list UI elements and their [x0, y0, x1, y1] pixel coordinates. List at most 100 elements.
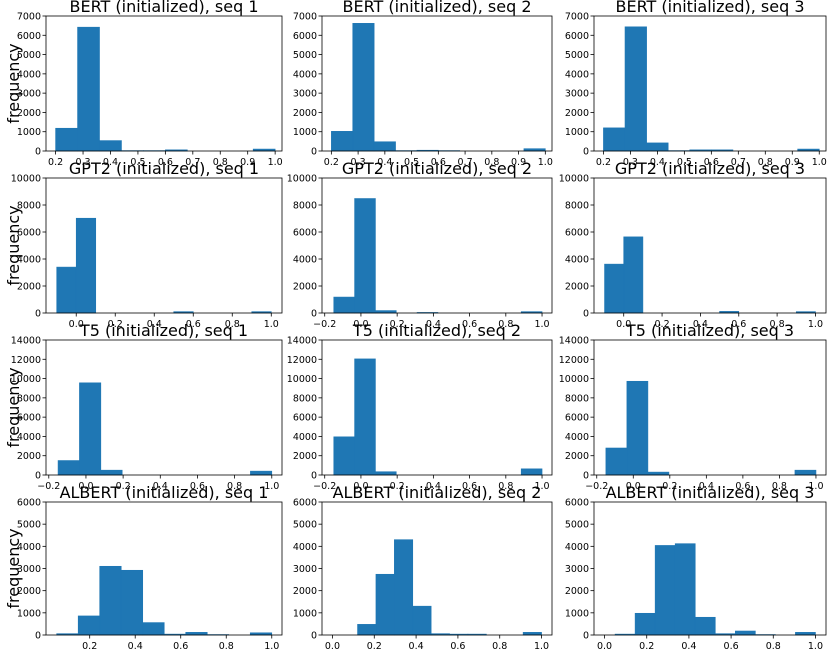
x-tick-label: 0.9 — [785, 157, 800, 168]
y-tick-label: 0 — [35, 147, 41, 158]
y-tick-label: 4000 — [17, 542, 41, 553]
axes-frame — [593, 177, 827, 314]
x-tick-label: 0.8 — [219, 641, 234, 650]
subplot-12: ALBERT (initialized), seq 30.0 0.2 0.4 0.6 0… — [565, 483, 827, 650]
y-tick-label: 2000 — [565, 451, 589, 462]
subplot-title: T5 (initialized), seq 2 — [352, 321, 521, 340]
x-tick-label: 0.6 — [431, 157, 446, 168]
y-tick-label: 2000 — [293, 586, 317, 597]
x-tick-label: 1.0 — [808, 641, 823, 650]
x-tick-label: 1.0 — [264, 481, 279, 492]
x-tick-label: 0.0 — [353, 481, 368, 492]
subplot-11: ALBERT (initialized), seq 20.0 0.2 0.4 0.6 0… — [293, 483, 553, 650]
axes-frame — [45, 15, 283, 152]
y-tick-label: 6000 — [565, 498, 589, 509]
bar — [99, 565, 122, 636]
x-tick-label: 0.2 — [116, 481, 131, 492]
x-tick-label: 0.0 — [597, 641, 612, 650]
y-tick-label: 8000 — [17, 201, 41, 212]
bar — [354, 358, 376, 476]
x-tick-label: 0.2 — [596, 157, 611, 168]
y-tick-label: 4000 — [17, 69, 41, 80]
bar — [794, 469, 817, 476]
subplot-title: BERT (initialized), seq 3 — [616, 0, 805, 16]
y-tick-label: 4000 — [565, 542, 589, 553]
x-tick-label: 0.4 — [681, 641, 696, 650]
bar — [354, 198, 376, 314]
bar — [99, 140, 122, 152]
subplot-1: BERT (initialized), seq 1 0.2 0.3 0.4 0.5 0.6… — [4, 0, 283, 168]
bar — [604, 263, 625, 314]
x-tick-label: 0.6 — [462, 481, 477, 492]
x-tick-label: 0.2 — [390, 481, 405, 492]
x-tick-label: 0.4 — [650, 157, 665, 168]
y-tick-label: 7000 — [565, 12, 589, 23]
y-tick-label: 0 — [35, 471, 41, 482]
y-tick-label: 3000 — [293, 564, 317, 575]
y-tick-label: 0 — [311, 309, 317, 320]
bar — [520, 468, 543, 476]
x-tick-label: 0.6 — [173, 641, 188, 650]
subplot-2: BERT (initialized), seq 2 0.2 0.3 0.4 0.5 0.6… — [293, 0, 553, 168]
y-tick-label: 2000 — [17, 586, 41, 597]
bar — [373, 141, 396, 152]
y-tick-label: 1000 — [17, 127, 41, 138]
y-tick-label: 3000 — [293, 89, 317, 100]
y-tick-label: 2000 — [17, 282, 41, 293]
x-tick-label: 0.6 — [158, 157, 173, 168]
x-tick-label: 0.4 — [426, 481, 441, 492]
y-tick-label: 10000 — [559, 174, 589, 185]
x-tick-label: 0.6 — [450, 641, 465, 650]
x-tick-label: 0.4 — [693, 319, 708, 330]
y-tick-label: 2000 — [293, 108, 317, 119]
y-tick-label: 6000 — [293, 228, 317, 239]
bar — [624, 26, 647, 152]
y-tick-label: 2000 — [565, 108, 589, 119]
x-tick-label: 0.2 — [324, 157, 339, 168]
x-tick-label: 0.7 — [731, 157, 746, 168]
bar — [623, 236, 644, 314]
x-tick-label: 0.5 — [130, 157, 145, 168]
x-tick-label: 1.0 — [808, 319, 823, 330]
bar — [357, 624, 377, 636]
x-tick-label: 0.7 — [185, 157, 200, 168]
bar — [56, 266, 77, 314]
bar — [375, 471, 397, 476]
bar — [100, 469, 123, 476]
axes-frame — [321, 339, 553, 476]
y-tick-label: 14000 — [287, 336, 317, 347]
x-tick-label: 0.7 — [458, 157, 473, 168]
bar — [55, 127, 78, 152]
bar — [646, 142, 669, 152]
x-tick-label: 0.6 — [724, 641, 739, 650]
bar — [394, 539, 414, 636]
y-tick-label: 4000 — [17, 432, 41, 443]
y-tick-label: 2000 — [17, 108, 41, 119]
y-tick-label: 12000 — [287, 355, 317, 366]
y-tick-label: 5000 — [565, 520, 589, 531]
y-tick-label: 8000 — [565, 201, 589, 212]
bar — [626, 380, 649, 476]
x-tick-label: 0.2 — [82, 641, 97, 650]
x-tick-label: 0.0 — [353, 319, 368, 330]
subplot-title: T5 (initialized), seq 1 — [79, 321, 248, 340]
y-tick-label: 1000 — [565, 608, 589, 619]
x-tick-label: 0.5 — [677, 157, 692, 168]
axes-frame — [321, 177, 553, 314]
x-tick-label: 0.8 — [213, 157, 228, 168]
y-axis-label: frequency — [4, 367, 23, 447]
subplot-7: T5 (initialized), seq 1 −0.2 0.0 0.2 0.4 0.6 0… — [4, 321, 283, 492]
x-tick-label: 0.6 — [462, 319, 477, 330]
x-tick-label: 0.2 — [662, 481, 677, 492]
x-tick-label: −0.2 — [313, 319, 336, 330]
y-axis-label: frequency — [4, 205, 23, 285]
y-tick-label: 7000 — [17, 12, 41, 23]
x-tick-label: 0.4 — [409, 641, 424, 650]
x-tick-label: 0.0 — [616, 319, 631, 330]
bar — [647, 471, 670, 476]
x-tick-label: 0.8 — [498, 319, 513, 330]
bar — [77, 615, 101, 636]
bar — [352, 23, 375, 152]
x-tick-label: 0.6 — [735, 481, 750, 492]
x-tick-label: 0.2 — [639, 641, 654, 650]
